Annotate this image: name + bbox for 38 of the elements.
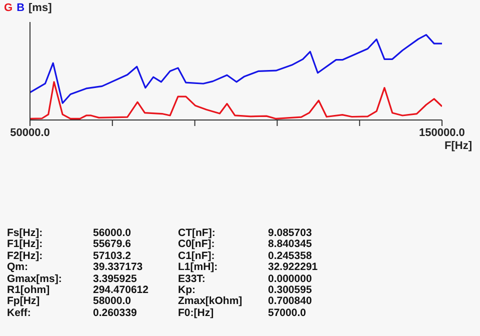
text: F2[Hz]: [7, 250, 43, 262]
text: G [4, 2, 13, 14]
text: Zmax[kOhm] [178, 295, 242, 308]
text: Fs[Hz]: [7, 227, 43, 239]
text: 8.840345 [268, 238, 312, 250]
text: 55679.6 [93, 238, 131, 250]
text: E33T: [178, 272, 206, 285]
text: 0.245358 [268, 250, 312, 262]
text: 57000.0 [268, 306, 306, 319]
text: 0.000000 [268, 272, 312, 285]
text: Qm: [7, 261, 28, 274]
text: F1[Hz]: [7, 238, 43, 250]
x-tick-label: 50000.0 [10, 126, 50, 139]
text: Kp: [178, 284, 196, 296]
text: Keff: [7, 306, 31, 319]
text: 56000.0 [93, 227, 131, 239]
x-tick-label: 150000.0 [419, 126, 465, 139]
text: Fp[Hz] [7, 295, 40, 308]
text: 0.700840 [268, 295, 312, 308]
text: B [16, 2, 25, 14]
text: 294.470612 [93, 284, 148, 296]
text: 9.085703 [268, 227, 312, 239]
text: F0:[Hz] [178, 306, 214, 319]
text: R1[ohm] [7, 284, 50, 296]
y-axis-title: [ms] [28, 2, 52, 14]
text: C1[nF]: [178, 250, 215, 262]
text: 0.260339 [93, 306, 137, 319]
text: 0.300595 [268, 284, 312, 296]
text: 57103.2 [93, 250, 131, 262]
text: 32.922291 [268, 261, 318, 274]
text: CT[nF]: [178, 227, 216, 239]
text: Gmax[ms]: [7, 272, 62, 285]
text: L1[mH]: [178, 261, 218, 274]
text: 3.395925 [93, 272, 137, 285]
x-axis-title: F[Hz] [444, 140, 472, 152]
text: 58000.0 [93, 295, 131, 308]
text: C0[nF]: [178, 238, 215, 250]
text: 39.337173 [93, 261, 143, 274]
